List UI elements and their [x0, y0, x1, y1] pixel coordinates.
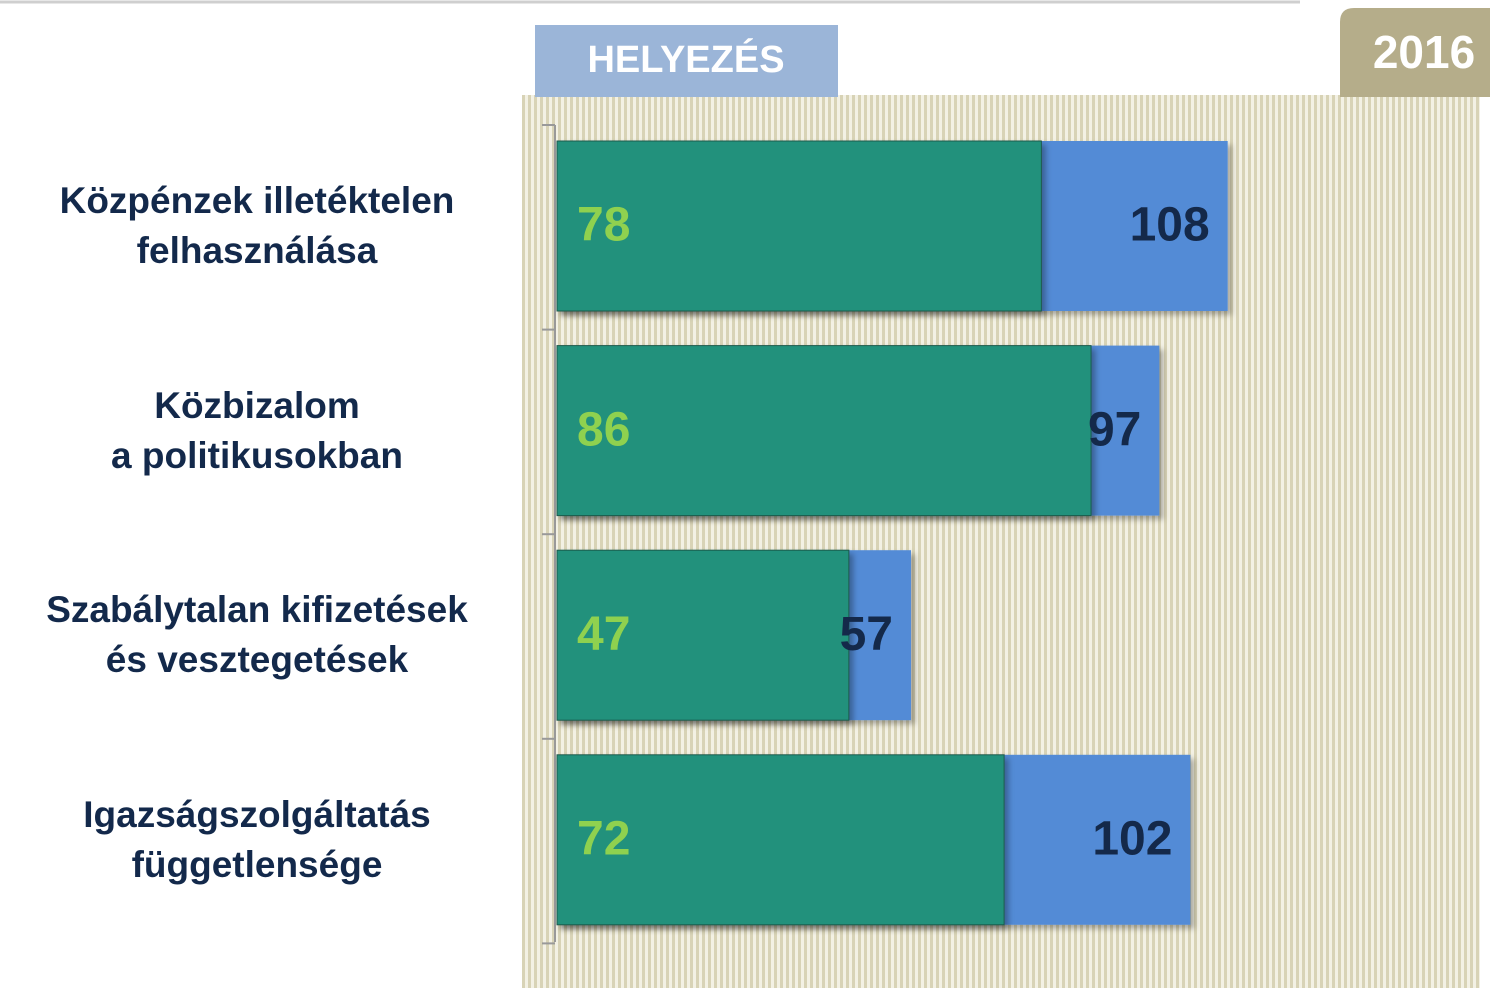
year-box: [1340, 8, 1490, 97]
category-label: Közpénzek illetéktelen felhasználása: [59, 180, 455, 271]
value-label: 78: [577, 199, 630, 252]
value-label: 57: [840, 608, 893, 661]
value-label: 86: [577, 403, 630, 456]
category-label: Szabálytalan kifizetések és vesztegetése…: [46, 589, 468, 681]
header-box: [535, 25, 838, 97]
bar: [556, 345, 1092, 517]
value-label: 47: [577, 608, 630, 661]
value-label: 97: [1088, 403, 1141, 456]
bar: [556, 140, 1042, 312]
category-label: Igazságszolgáltatás függetlensége: [83, 793, 431, 885]
bar: [556, 754, 1005, 926]
bar: [556, 549, 850, 721]
value-label: 72: [577, 812, 630, 865]
value-label: 102: [1092, 812, 1172, 865]
header: HELYEZÉS: [587, 37, 784, 81]
value-label: 108: [1130, 199, 1210, 252]
category-label: Közbizalom a politikusokban: [111, 384, 403, 476]
year: 2016: [1373, 26, 1475, 78]
